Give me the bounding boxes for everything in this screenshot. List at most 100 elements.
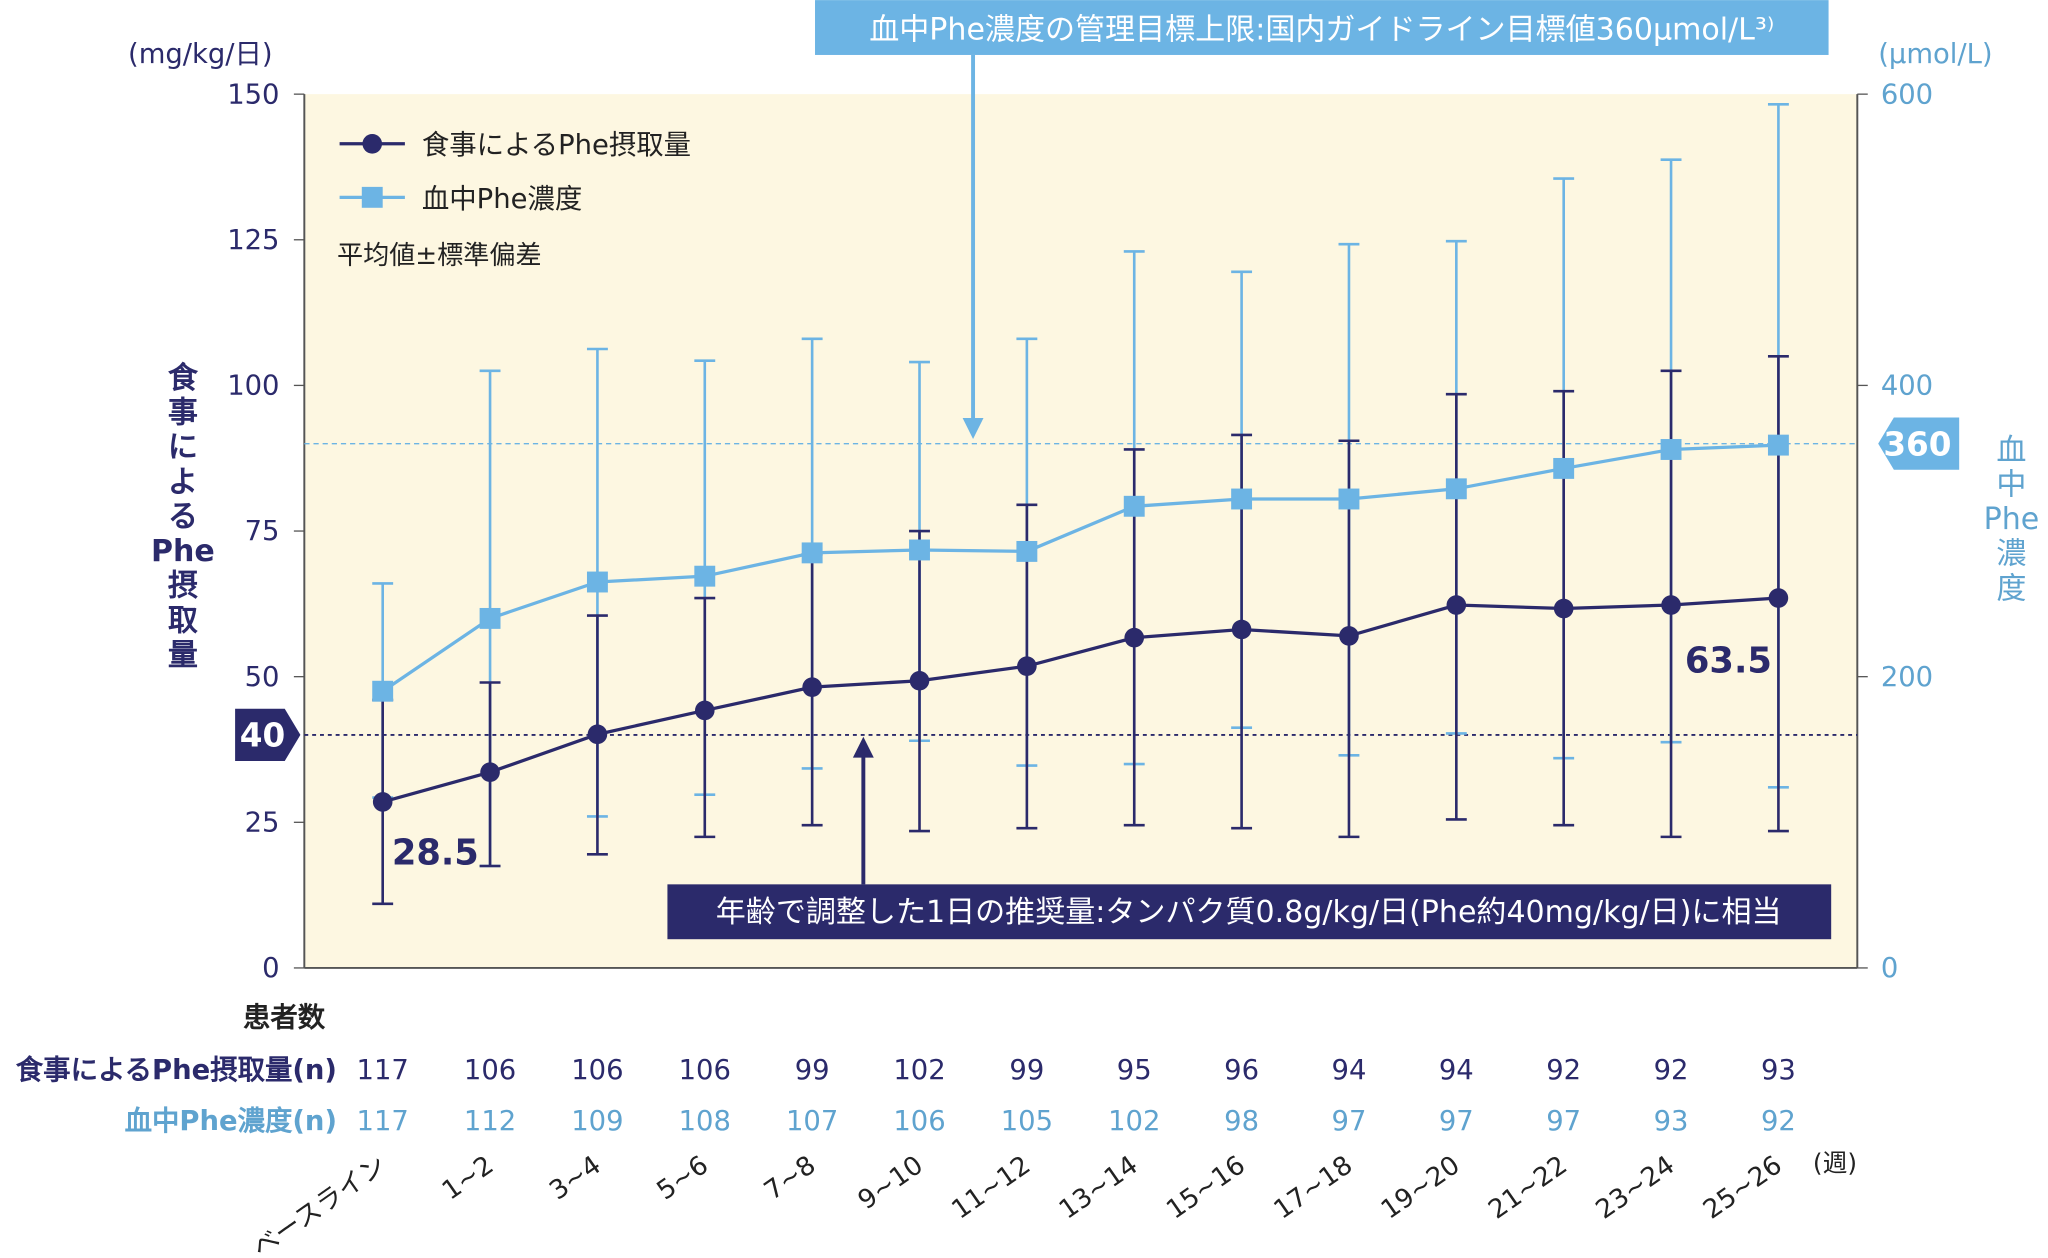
patient-count: 92 [1654,1055,1689,1086]
legend-note: 平均値±標準偏差 [337,241,542,271]
reference-label-360: 360 [1883,425,1951,463]
category-label: 17~18 [1269,1150,1359,1225]
patient-count: 93 [1761,1055,1796,1086]
right-axis-label: Phe [1984,502,2040,537]
intake-point [1231,619,1252,640]
left-axis-label: 取 [168,603,198,638]
annotation-360: 血中Phe濃度の管理目標上限:国内ガイドライン目標値360µmol/L³⁾ [869,12,1774,47]
category-label: 7~8 [759,1150,821,1206]
right-tick-label: 600 [1881,79,1933,110]
left-axis-label: に [168,430,198,465]
reference-label-40: 40 [240,717,285,755]
patient-count: 109 [571,1106,623,1137]
blood-phe-point [479,607,501,629]
patient-count: 93 [1654,1106,1689,1137]
category-label: 3~4 [544,1150,606,1206]
left-tick-label: 150 [227,79,279,110]
blood-phe-point [1553,457,1575,479]
blood-phe-point [1231,488,1253,510]
x-axis-unit: (週) [1813,1149,1857,1178]
intake-point [1446,595,1467,615]
patient-count: 108 [679,1106,731,1137]
patient-count: 97 [1332,1106,1367,1137]
right-axis-label: 濃 [1996,537,2026,572]
arrow-head-360 [962,418,984,439]
patient-count-row-label: 食事によるPhe摂取量(n) [16,1054,337,1086]
category-label: 11~12 [947,1150,1037,1225]
left-axis-label: 事 [168,396,198,431]
patient-count: 94 [1439,1055,1474,1086]
patient-count: 105 [1001,1106,1053,1137]
blood-phe-line [381,443,1779,693]
right-tick-label: 0 [1881,953,1898,984]
left-tick-label: 100 [227,371,279,402]
patient-count: 106 [893,1106,945,1137]
blood-phe-point [1445,478,1467,500]
left-axis-label: 量 [168,638,198,673]
annotation-box-40 [667,884,1832,940]
patient-count: 99 [1009,1055,1044,1086]
legend-blood-marker [361,186,383,208]
category-label: 1~2 [437,1150,499,1206]
data-label-last: 63.5 [1685,641,1772,682]
category-label: 13~14 [1054,1150,1144,1225]
category-label: 21~22 [1483,1150,1573,1225]
legend-intake-marker [362,133,383,154]
category-label: 19~20 [1376,1150,1466,1225]
right-axis-label: 中 [1996,467,2026,502]
patient-count: 117 [357,1055,409,1086]
patient-count: 117 [357,1106,409,1137]
legend-intake-label: 食事によるPhe摂取量 [422,130,691,161]
left-axis-label: 食 [168,361,199,396]
intake-point [1661,595,1681,615]
patient-count: 98 [1224,1106,1259,1137]
right-axis-label: 度 [1996,571,2026,606]
annotation-40: 年齢で調整した1日の推奨量:タンパク質0.8g/kg/日(Phe約40mg/kg… [716,895,1782,930]
intake-point [1339,626,1359,646]
blood-phe-point [586,571,608,593]
data-label-first: 28.5 [392,833,479,874]
right-axis-label: 血 [1996,433,2026,468]
intake-point [909,670,930,691]
category-label: 5~6 [652,1150,714,1206]
reference-badge-360 [1878,417,1960,470]
category-label: ベースライン [247,1150,391,1258]
patient-count: 106 [571,1055,623,1086]
patient-count: 99 [795,1055,830,1086]
left-tick-label: 0 [262,953,279,984]
patient-count: 95 [1117,1055,1152,1086]
left-tick-label: 25 [245,807,280,838]
category-label: 25~26 [1698,1150,1788,1225]
blood-phe-point [1123,495,1145,517]
intake-point [372,792,393,812]
left-tick-label: 50 [245,662,280,693]
category-label: 15~16 [1161,1150,1251,1225]
intake-point [802,677,822,697]
plot-area [304,94,1858,968]
intake-point [1768,588,1789,608]
left-axis-label: よ [168,465,198,500]
patient-count: 97 [1546,1106,1581,1137]
blood-phe-point [1016,540,1038,562]
left-tick-label: 125 [227,225,279,256]
left-axis-label: 摂 [168,569,198,604]
right-tick-label: 200 [1881,662,1933,693]
intake-point [694,700,715,721]
intake-line [382,596,1779,804]
patient-count: 92 [1761,1106,1796,1137]
left-tick-label: 75 [245,516,280,547]
patient-count-title: 患者数 [243,1003,326,1034]
arrow-head-40 [852,736,874,758]
blood-phe-point [1338,488,1360,510]
blood-phe-point [1767,434,1789,456]
reference-badge-40 [235,708,301,762]
intake-point [587,724,608,745]
left-axis-unit: (mg/kg/日) [128,39,273,70]
intake-point [1017,656,1037,676]
category-label: 9~10 [853,1150,929,1216]
left-axis-label: る [168,499,198,534]
blood-phe-point [801,542,823,564]
patient-count: 102 [1108,1106,1160,1137]
blood-phe-point [909,539,930,561]
patient-count-row-label: 血中Phe濃度(n) [125,1105,337,1137]
